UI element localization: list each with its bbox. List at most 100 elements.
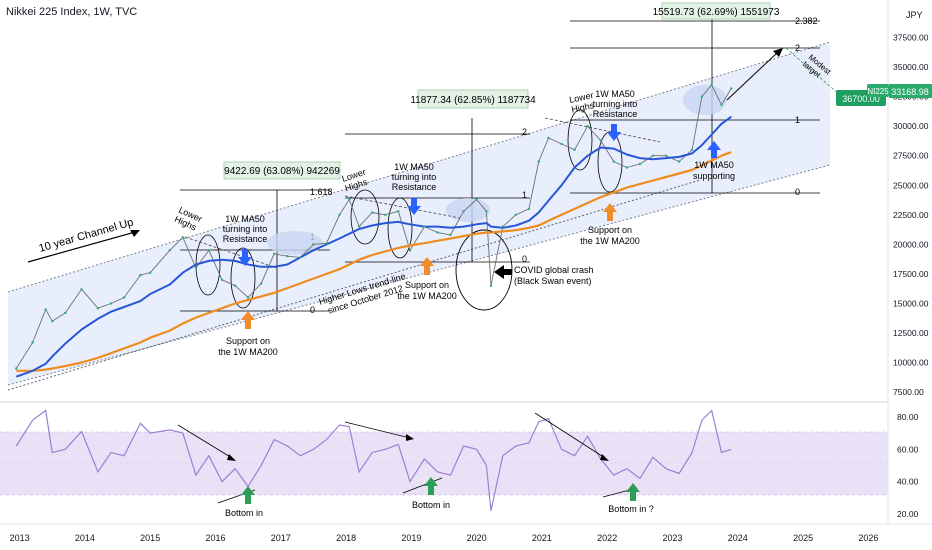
lower-highs-line-3: [544, 117, 661, 143]
time-tick-label: 2021: [532, 533, 552, 543]
series-line-1w-ma50: [15, 115, 732, 378]
channel-label-arrow: [27, 231, 136, 263]
price-point: [96, 307, 100, 310]
rsi-band: [0, 432, 888, 495]
price-point: [348, 198, 351, 201]
lower-highs-text-1: LowerHighs: [173, 205, 204, 233]
price-point: [312, 243, 315, 246]
price-point: [514, 213, 517, 216]
covid-text: COVID global crash (Black Swan event): [514, 265, 594, 286]
rsi-arrowhead-3: [600, 454, 609, 461]
bottom-in-text-3: Bottom in ?: [608, 504, 654, 514]
svg-text:36700.00: 36700.00: [842, 94, 880, 104]
price-point: [51, 320, 54, 323]
lower-highs-line-1: [184, 236, 278, 269]
rsi-tick-label: 60.00: [897, 444, 919, 454]
currency-label: JPY: [906, 10, 923, 20]
price-tick-label: 17500.00: [893, 269, 929, 279]
blue-arrow-2: [407, 198, 421, 215]
svg-text:33168.98: 33168.98: [891, 87, 929, 97]
price-tick-label: 30000.00: [893, 121, 929, 131]
ma50-resist-text-1: 1W MA50 turning into Resistance: [223, 214, 268, 244]
badge-symbol: NI225: [867, 84, 889, 97]
price-point: [423, 225, 426, 228]
ma50-resist-text-2: 1W MA50 turning into Resistance: [392, 162, 437, 192]
measure-label-2: 11877.34 (62.85%) 1187734: [410, 89, 536, 109]
price-point: [664, 154, 668, 157]
price-point: [64, 311, 67, 315]
price-point: [246, 296, 250, 299]
time-tick-label: 2025: [793, 533, 813, 543]
fib-label-0b: 0: [522, 254, 527, 264]
rsi-bottom-line-2: [402, 477, 443, 494]
cycle-ellipse-4: [387, 197, 413, 259]
price-point: [730, 87, 733, 90]
price-tick-label: 20000.00: [893, 239, 929, 249]
price-point: [475, 198, 478, 201]
fib-label-1b: 1: [522, 190, 527, 200]
time-tick-label: 2023: [662, 533, 682, 543]
cycle-ellipse-3: [350, 189, 380, 245]
price-point: [139, 273, 142, 277]
fib-label-2: 2: [522, 127, 527, 137]
fib-label-0: 0: [310, 305, 315, 315]
price-point: [638, 162, 642, 166]
support-ma200-text-2: Support on the 1W MA200: [397, 280, 457, 301]
price-point: [207, 249, 211, 252]
bottom-in-text-1: Bottom in: [225, 508, 263, 518]
rsi-arrow-2: [344, 421, 411, 439]
time-tick-label: 2020: [467, 533, 487, 543]
price-point: [233, 284, 237, 287]
time-tick-label: 2013: [10, 533, 30, 543]
channel-lower-line: [7, 164, 831, 386]
time-tick-label: 2022: [597, 533, 617, 543]
fib-label-2382: 2.382: [795, 16, 818, 26]
rsi-arrow-3: [534, 412, 606, 459]
fib-levels-2020: 2 1 0: [345, 127, 530, 264]
fib-label-2c: 2: [795, 43, 800, 53]
price-point: [449, 233, 452, 237]
covid-arrow: [494, 265, 512, 279]
green-arrow-2: [424, 477, 438, 495]
price-tick-label: 27500.00: [893, 151, 929, 161]
badge-last-price: 33168.98: [889, 84, 932, 98]
orange-arrow-3: [603, 203, 617, 221]
time-tick-label: 2019: [401, 533, 421, 543]
price-point: [690, 148, 694, 151]
series-line-1w-ma200: [16, 151, 732, 372]
rsi-tick-label: 80.00: [897, 412, 919, 422]
rsi-tick-label: 20.00: [897, 509, 919, 519]
chart-title: Nikkei 225 Index, 1W, TVC: [6, 6, 138, 18]
green-arrow-3: [626, 483, 640, 501]
lower-highs-text-3: LowerHighs: [568, 90, 596, 115]
highlight-ellipse-2024: [683, 85, 727, 115]
ma50-resist-text-3: 1W MA50 turning into Resistance: [593, 89, 638, 119]
price-point: [15, 367, 18, 370]
price-tick-label: 25000.00: [893, 180, 929, 190]
svg-text:11877.34 (62.85%) 1187734: 11877.34 (62.85%) 1187734: [410, 95, 536, 106]
price-point: [194, 266, 198, 270]
price-tick-label: 35000.00: [893, 62, 929, 72]
orange-arrow-1: [241, 311, 255, 329]
price-point: [547, 136, 550, 140]
price-point: [501, 225, 504, 228]
svg-text:9422.69 (63.08%) 942269: 9422.69 (63.08%) 942269: [224, 166, 340, 177]
price-point: [612, 160, 615, 163]
support-ma200-text-1: Support on the 1W MA200: [218, 336, 278, 357]
higher-lows-trendline: [7, 179, 701, 391]
target-arrowhead: [773, 48, 783, 57]
price-point: [397, 210, 400, 213]
highlight-ellipse-2016: [267, 231, 323, 255]
price-point: [710, 83, 713, 87]
green-arrow-1: [241, 486, 255, 504]
price-point: [338, 213, 341, 216]
price-point: [168, 249, 171, 252]
price-point: [677, 160, 681, 163]
measure-label-1: 9422.69 (63.08%) 942269: [223, 161, 341, 180]
price-point: [109, 302, 113, 305]
highlight-ellipse-2020: [446, 198, 490, 222]
price-point: [651, 154, 655, 157]
blue-arrow-1: [238, 249, 252, 266]
price-point: [573, 148, 576, 151]
